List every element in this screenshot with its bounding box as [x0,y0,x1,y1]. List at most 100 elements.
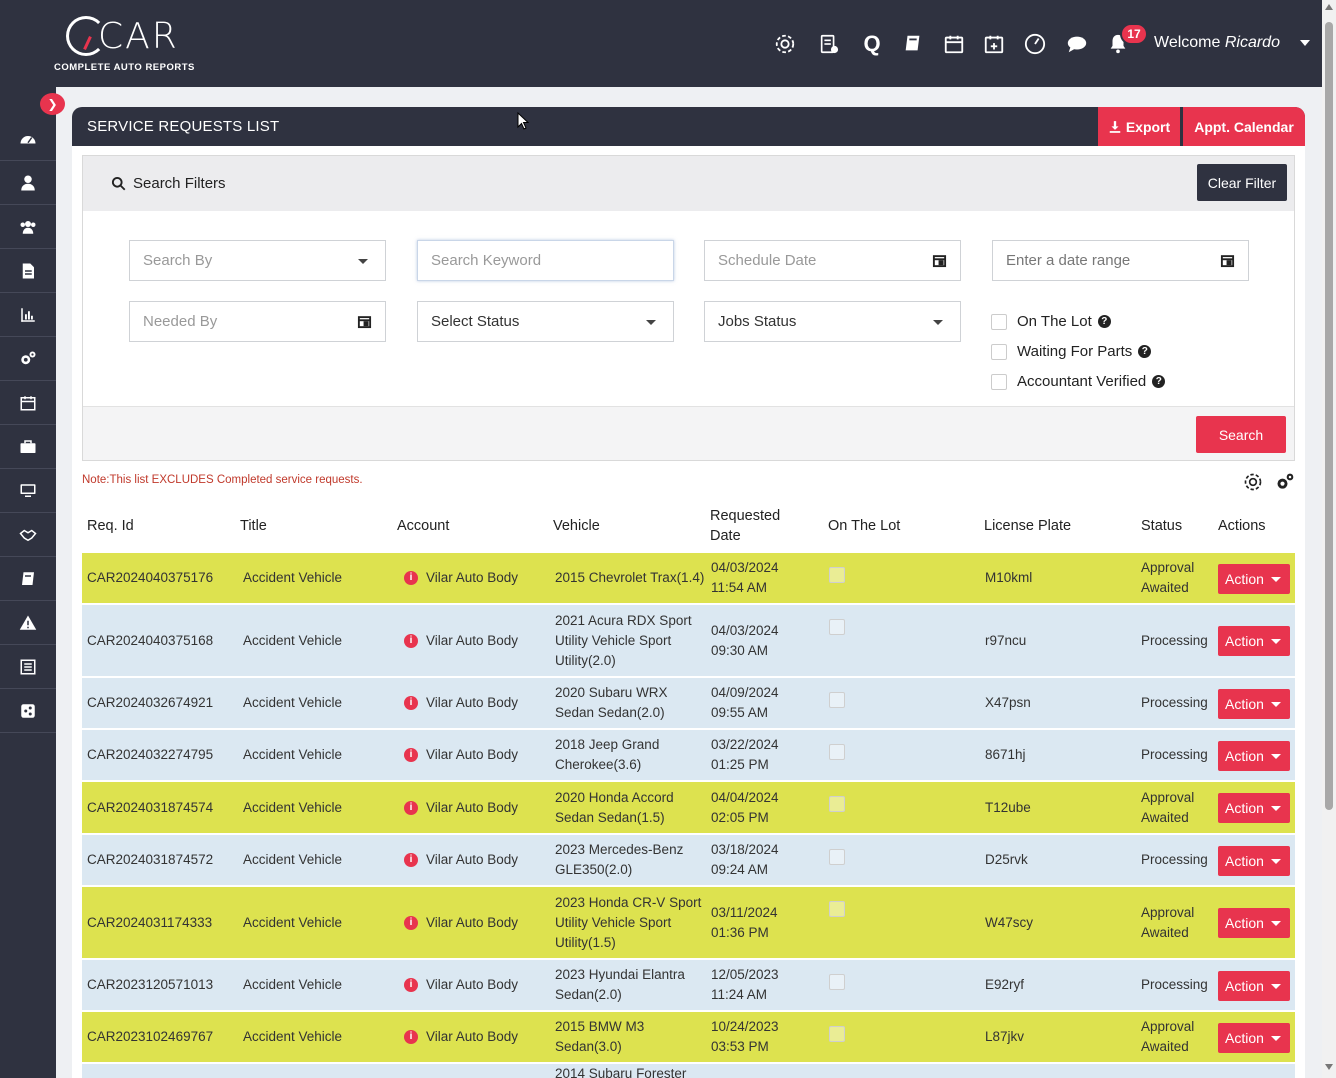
table-row[interactable]: CAR2024031174333 Accident Vehicle i Vilar A… [82,887,1295,959]
sidebar-toggle-chevron-right-icon[interactable]: ❯ [40,93,65,115]
clear-filter-button[interactable]: Clear Filter [1197,164,1287,201]
on-the-lot-label: On The Lot [1017,313,1092,330]
table-row[interactable]: CAR2023102469767 Accident Vehicle i Vilar A… [82,1012,1295,1063]
header-status[interactable]: Status [1141,518,1183,534]
sidebar-chart-icon[interactable] [0,293,56,337]
sidebar-briefcase-icon[interactable] [0,425,56,469]
info-icon[interactable]: i [404,800,418,815]
header-requested-date[interactable]: Requested Date [710,508,781,544]
info-icon[interactable]: i [404,978,418,992]
search-keyword-input[interactable]: Search Keyword [417,240,674,281]
search-button[interactable]: Search [1196,416,1286,453]
sidebar-warning-icon[interactable] [0,601,56,645]
export-button[interactable]: Export [1098,107,1180,146]
sidebar-document-icon[interactable] [0,249,56,293]
sidebar-cogs-icon[interactable] [0,337,56,381]
search-by-select[interactable]: Search By [129,240,386,281]
info-icon[interactable]: i [404,1030,418,1044]
table-row[interactable]: 2014 Subaru Forester [82,1064,1295,1078]
info-icon[interactable]: i [404,696,418,710]
table-row[interactable]: CAR2024040375168 Accident Vehicle i Vilar A… [82,605,1295,677]
table-cogs-icon[interactable] [1275,472,1295,492]
action-button[interactable]: Action [1218,563,1290,594]
sidebar-list-icon[interactable] [0,645,56,689]
action-button[interactable]: Action [1218,845,1290,876]
action-button[interactable]: Action [1218,1022,1290,1053]
on-the-lot-checkbox[interactable] [829,796,845,812]
table-row[interactable]: CAR2024031874574 Accident Vehicle i Vilar A… [82,782,1295,834]
sidebar-handshake-icon[interactable] [0,513,56,557]
sidebar-book-icon[interactable] [0,557,56,601]
header-title[interactable]: Title [240,518,267,534]
sidebar-monitor-icon[interactable] [0,469,56,513]
table-row[interactable]: CAR2024031874572 Accident Vehicle i Vilar A… [82,835,1295,886]
accountant-verified-checkbox[interactable] [991,373,1007,390]
on-the-lot-checkbox[interactable] [829,849,845,865]
header-license-plate[interactable]: License Plate [984,518,1072,534]
table-row[interactable]: CAR2024032274795 Accident Vehicle i Vilar A… [82,730,1295,781]
book-icon[interactable] [899,30,927,58]
header-account[interactable]: Account [397,518,450,534]
table-row[interactable]: CAR2024040375176 Accident Vehicle i Vilar A… [82,553,1295,604]
date-range-input[interactable]: Enter a date range [992,240,1249,281]
header-req-id[interactable]: Req. Id [87,518,134,534]
on-the-lot-checkbox[interactable] [829,619,845,635]
select-status-dropdown[interactable]: Select Status [417,301,674,342]
brand-logo[interactable]: CAR COMPLETE AUTO REPORTS [54,14,214,74]
scroll-thumb[interactable] [1325,22,1333,810]
action-button[interactable]: Action [1218,740,1290,771]
user-menu[interactable]: Welcome Ricardo [1154,34,1280,52]
scroll-up-arrow-icon[interactable] [1325,4,1333,10]
table-row[interactable]: CAR2024032674921 Accident Vehicle i Vilar A… [82,678,1295,729]
sidebar-users-icon[interactable] [0,205,56,249]
action-button[interactable]: Action [1218,970,1290,1001]
waiting-for-parts-filter[interactable]: Waiting For Parts ? [991,343,1152,360]
quick-search-icon[interactable]: Q [863,31,881,56]
action-button[interactable]: Action [1218,793,1290,823]
sidebar-calendar-icon[interactable] [0,381,56,425]
info-icon[interactable]: i [404,633,418,648]
accountant-verified-filter[interactable]: Accountant Verified ? [991,373,1166,390]
info-icon[interactable]: i [404,748,418,762]
question-circle-icon[interactable]: ? [1152,375,1166,388]
sidebar-user-icon[interactable] [0,161,56,205]
chat-icon[interactable] [1063,30,1091,58]
sidebar-share-icon[interactable] [0,689,56,733]
on-the-lot-checkbox[interactable] [829,744,845,760]
question-circle-icon[interactable]: ? [1097,315,1111,328]
needed-by-input[interactable]: Needed By [129,301,386,342]
jobs-status-dropdown[interactable]: Jobs Status [704,301,961,342]
waiting-for-parts-checkbox[interactable] [991,343,1007,360]
appt-calendar-button[interactable]: Appt. Calendar [1183,107,1305,146]
speedometer-off-icon[interactable] [1021,30,1049,58]
on-the-lot-checkbox[interactable] [829,567,845,583]
report-icon[interactable] [815,30,843,58]
sidebar-dashboard-icon[interactable] [0,117,56,161]
question-circle-icon[interactable]: ? [1138,345,1152,358]
info-icon[interactable]: i [404,853,418,867]
calendar-plus-icon[interactable] [980,30,1008,58]
page-scrollbar[interactable] [1322,0,1336,1078]
on-the-lot-checkbox[interactable] [829,901,845,917]
action-button[interactable]: Action [1218,908,1290,938]
column-settings-icon[interactable] [1243,472,1263,492]
header-vehicle[interactable]: Vehicle [553,518,600,534]
on-the-lot-checkbox[interactable] [991,313,1007,330]
table-row[interactable]: CAR2023120571013 Accident Vehicle i Vilar A… [82,960,1295,1011]
calendar-icon[interactable] [940,30,968,58]
on-the-lot-checkbox[interactable] [829,1026,845,1042]
settings-icon[interactable] [771,30,799,58]
info-icon[interactable]: i [404,915,418,930]
info-icon[interactable]: i [404,571,418,585]
header-on-the-lot[interactable]: On The Lot [828,518,901,534]
action-button[interactable]: Action [1218,626,1290,656]
schedule-date-input[interactable]: Schedule Date [704,240,961,281]
on-the-lot-filter[interactable]: On The Lot ? [991,313,1111,330]
on-the-lot-checkbox[interactable] [829,692,845,708]
scroll-down-arrow-icon[interactable] [1325,1064,1333,1070]
action-button[interactable]: Action [1218,688,1290,719]
vehicle-cell: 2020 Honda Accord Sedan Sedan(1.5) [555,789,674,825]
on-the-lot-checkbox[interactable] [829,974,845,990]
user-menu-chevron-down-icon[interactable] [1300,40,1310,46]
table-tools [1243,472,1295,492]
